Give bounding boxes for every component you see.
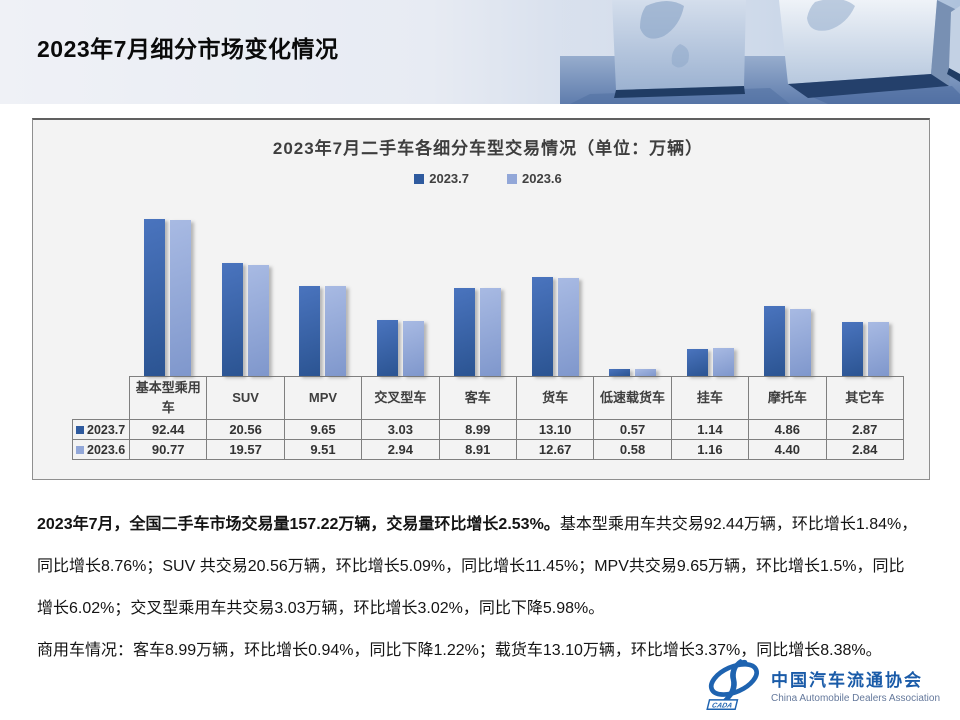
bar-2023.7-其它车	[841, 322, 863, 376]
bar-2023.7-基本型乘用车	[144, 219, 166, 376]
header-cubes-graphic	[560, 0, 960, 104]
legend-swatch-2023-7-icon	[414, 173, 425, 184]
cell-2023.6-客车: 8.91	[438, 439, 517, 461]
logo-name-en: China Automobile Dealers Association	[771, 693, 940, 704]
table-corner-cell	[73, 377, 130, 420]
bar-2023.6-交叉型车	[402, 321, 424, 376]
cell-2023.7-挂车: 1.14	[670, 419, 750, 441]
row-label-2023.6: 2023.6	[72, 439, 130, 461]
column-header-货车: 货车	[515, 375, 595, 421]
cell-2023.7-交叉型车: 3.03	[361, 419, 440, 441]
cell-2023.6-货车: 12.67	[515, 439, 595, 461]
bar-2023.6-货车	[557, 278, 579, 376]
bar-chart-plot	[129, 186, 904, 376]
column-header-SUV: SUV	[206, 375, 285, 421]
bar-group-6	[517, 277, 595, 376]
table-row-2023.6: 2023.6 90.77 19.57 9.51 2.94 8.91 12.67 0.58 1.1…	[72, 439, 905, 461]
bar-group-8	[672, 348, 750, 376]
bar-2023.6-SUV	[247, 265, 269, 376]
column-header-摩托车: 摩托车	[748, 375, 827, 421]
bar-2023.6-摩托车	[790, 309, 812, 376]
bar-2023.7-SUV	[221, 263, 243, 376]
chart-data-table: 基本型乘用车 SUV MPV 交叉型车 客车 货车 低速载货车 挂车 摩托车 其它车 2023.7 9…	[72, 375, 905, 461]
cell-2023.6-交叉型车: 2.94	[361, 439, 440, 461]
bar-2023.7-摩托车	[764, 306, 786, 376]
cell-2023.7-客车: 8.99	[438, 419, 517, 441]
bar-group-3	[284, 286, 362, 376]
chart-legend: 2023.7 2023.6	[72, 171, 904, 186]
bar-2023.7-低速载货车	[609, 369, 631, 376]
column-header-MPV: MPV	[283, 375, 363, 421]
cell-2023.7-货车: 13.10	[515, 419, 595, 441]
cell-2023.6-SUV: 19.57	[206, 439, 285, 461]
cell-2023.7-其它车: 2.87	[825, 419, 905, 441]
bar-2023.6-MPV	[325, 286, 347, 376]
table-row-2023.7: 2023.7 92.44 20.56 9.65 3.03 8.99 13.10 0.57 1.1…	[72, 419, 905, 441]
legend-label-2023-7: 2023.7	[429, 171, 469, 186]
cell-2023.6-MPV: 9.51	[283, 439, 363, 461]
bar-2023.6-基本型乘用车	[170, 220, 192, 376]
chart-panel: 2023年7月二手车各细分车型交易情况（单位：万辆） 2023.7 2023.6…	[32, 118, 930, 480]
table-header-row: 基本型乘用车 SUV MPV 交叉型车 客车 货车 低速载货车 挂车 摩托车 其它车	[73, 375, 905, 421]
bar-group-10	[827, 322, 905, 376]
cada-logo-icon: CADA	[706, 658, 759, 710]
cell-2023.6-低速载货车: 0.58	[593, 439, 672, 461]
cell-2023.7-低速载货车: 0.57	[593, 419, 672, 441]
bar-2023.7-客车	[454, 288, 476, 376]
cell-2023.7-SUV: 20.56	[206, 419, 285, 441]
bar-2023.7-挂车	[686, 349, 708, 376]
cell-2023.6-挂车: 1.16	[670, 439, 750, 461]
bar-group-7	[594, 369, 672, 376]
cell-2023.7-摩托车: 4.86	[748, 419, 827, 441]
bar-2023.7-货车	[531, 277, 553, 376]
logo-name-cn: 中国汽车流通协会	[771, 671, 924, 690]
bar-group-4	[362, 320, 440, 376]
cada-logo: CADA 中国汽车流通协会 China Automobile Dealers A…	[703, 658, 940, 712]
column-header-基本型乘用车: 基本型乘用车	[128, 375, 208, 421]
summary-text: 2023年7月，全国二手车市场交易量157.22万辆，交易量环比增长2.53%。…	[37, 504, 920, 672]
summary-detail: 基本型乘用车共交易92.44万辆，环比增长1.84%，同比增长8.76%；SUV…	[37, 516, 918, 617]
legend-label-2023-6: 2023.6	[522, 171, 562, 186]
column-header-其它车: 其它车	[825, 375, 905, 421]
bar-2023.7-交叉型车	[376, 320, 398, 376]
bar-2023.7-MPV	[299, 286, 321, 376]
cell-2023.6-基本型乘用车: 90.77	[128, 439, 208, 461]
cell-2023.7-MPV: 9.65	[283, 419, 363, 441]
bar-2023.6-挂车	[712, 348, 734, 376]
cada-logo-text: 中国汽车流通协会 China Automobile Dealers Associ…	[771, 666, 940, 704]
bar-group-1	[129, 219, 207, 376]
bar-2023.6-客车	[480, 288, 502, 376]
row-label-2023.7: 2023.7	[72, 419, 130, 441]
column-header-交叉型车: 交叉型车	[361, 375, 440, 421]
column-header-挂车: 挂车	[670, 375, 750, 421]
cell-2023.6-其它车: 2.84	[825, 439, 905, 461]
bar-2023.6-其它车	[867, 322, 889, 376]
legend-item-2023-6: 2023.6	[507, 171, 562, 186]
row-swatch-2023.6-icon	[76, 445, 84, 454]
cada-badge-text: CADA	[711, 701, 733, 709]
column-header-客车: 客车	[438, 375, 517, 421]
row-swatch-2023.7-icon	[76, 425, 84, 434]
legend-item-2023-7: 2023.7	[414, 171, 469, 186]
bar-group-2	[207, 263, 285, 376]
page-title: 2023年7月细分市场变化情况	[37, 36, 339, 62]
bar-group-9	[749, 306, 827, 376]
summary-paragraph-1: 2023年7月，全国二手车市场交易量157.22万辆，交易量环比增长2.53%。…	[37, 504, 920, 630]
chart-title: 2023年7月二手车各细分车型交易情况（单位：万辆）	[272, 139, 704, 158]
column-header-低速载货车: 低速载货车	[593, 375, 672, 421]
cell-2023.6-摩托车: 4.40	[748, 439, 827, 461]
bar-group-5	[439, 288, 517, 376]
slide-header: 2023年7月细分市场变化情况	[0, 0, 960, 104]
cell-2023.7-基本型乘用车: 92.44	[128, 419, 208, 441]
summary-paragraph-2: 商用车情况：客车8.99万辆，环比增长0.94%，同比下降1.22%；载货车13…	[37, 641, 882, 659]
bar-2023.6-低速载货车	[635, 369, 657, 376]
summary-lead: 2023年7月，全国二手车市场交易量157.22万辆，交易量环比增长2.53%。	[37, 516, 560, 533]
legend-swatch-2023-6-icon	[507, 173, 517, 184]
